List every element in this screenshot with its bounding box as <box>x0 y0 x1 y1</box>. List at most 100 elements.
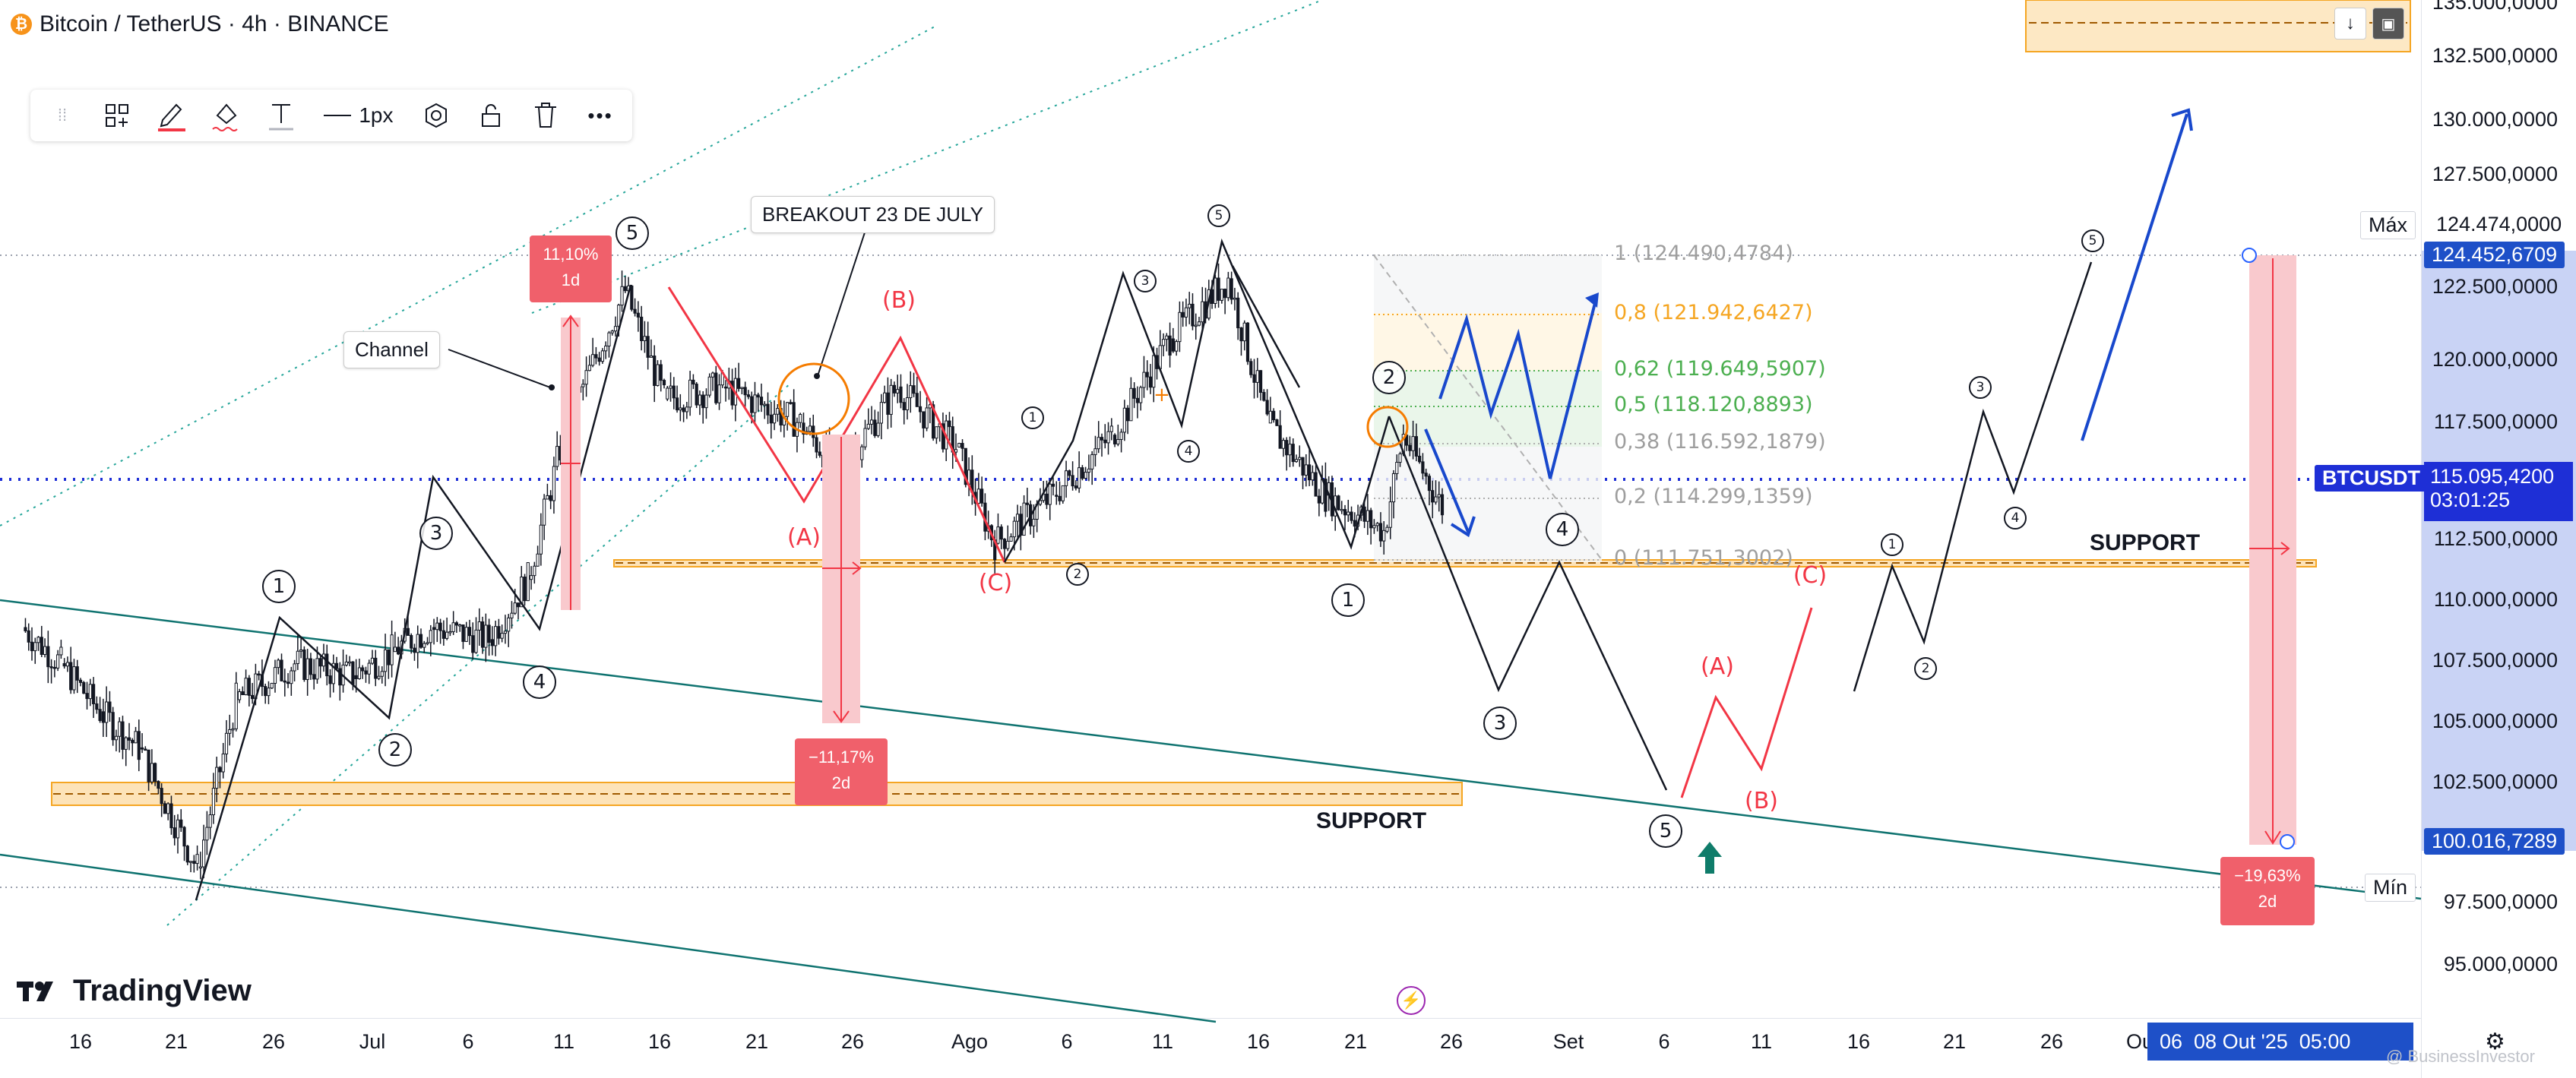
candle-body <box>1012 520 1016 538</box>
price-label: 105.000,0000 <box>2432 710 2558 732</box>
date-label: 21 <box>1343 1030 1368 1053</box>
symbol-header[interactable]: ₿ Bitcoin / TetherUS · 4h · BINANCE <box>11 6 389 43</box>
fib-label: 1 (124.490,4784) <box>1614 242 1793 265</box>
channel-upper <box>531 0 1323 314</box>
candle-body <box>1294 459 1299 463</box>
candle-body <box>1324 479 1328 512</box>
pencil-icon[interactable] <box>155 98 188 133</box>
support-label-lower: SUPPORT <box>1316 808 1427 834</box>
candle-body <box>620 286 624 306</box>
candle-body <box>1100 437 1104 441</box>
candle-body <box>1081 467 1084 479</box>
candle-body <box>1119 432 1123 440</box>
candle-body <box>458 624 462 627</box>
candle-body <box>1317 495 1321 504</box>
text-icon[interactable] <box>264 98 298 133</box>
candle-body <box>75 666 79 681</box>
measure-handle-top[interactable] <box>2242 248 2257 263</box>
candle-body <box>78 679 83 683</box>
candle-body <box>85 693 89 700</box>
date-label: Set <box>1552 1030 1584 1053</box>
candle-body <box>283 680 286 683</box>
candle-body <box>1340 509 1343 511</box>
candle-body <box>1126 407 1130 422</box>
drag-handle-icon[interactable]: ⁞⁞ <box>57 106 68 125</box>
watermark: @ BusinessInvestor <box>2386 1047 2535 1066</box>
more-icon[interactable]: ••• <box>587 103 613 127</box>
fill-icon[interactable] <box>210 98 243 133</box>
candle-body <box>1055 495 1059 497</box>
candle-body <box>43 646 47 655</box>
candle-body <box>543 498 546 526</box>
candle-body <box>883 392 887 403</box>
candle-body <box>1165 335 1169 340</box>
lightning-icon[interactable]: ⚡ <box>1397 986 1426 1015</box>
price-label: 110.000,0000 <box>2433 588 2558 611</box>
candle-body <box>698 394 702 406</box>
date-label: 21 <box>1942 1030 1967 1053</box>
candle-body <box>1129 387 1133 422</box>
price-label: 102.500,0000 <box>2432 770 2558 793</box>
candle-body <box>24 627 27 631</box>
trash-icon[interactable] <box>529 98 562 133</box>
camera-icon[interactable]: ▣ <box>2372 8 2404 40</box>
wave-label: 5 <box>616 217 649 250</box>
candle-body <box>1078 467 1081 488</box>
candle-body <box>533 565 536 577</box>
line-style-icon[interactable]: 1px <box>318 98 398 133</box>
projection-abc-2 <box>1680 607 1813 798</box>
candle-body <box>241 691 245 695</box>
candle-body <box>448 631 452 634</box>
candle-body <box>91 684 96 704</box>
time-axis-divider <box>0 1018 2421 1019</box>
candle-body <box>1015 514 1020 522</box>
candle-body <box>127 737 131 741</box>
candle-body <box>750 396 754 413</box>
templates-icon[interactable] <box>100 98 134 133</box>
candle-body <box>474 629 478 653</box>
candle-body <box>759 397 764 406</box>
lock-icon[interactable] <box>474 98 508 133</box>
arrow-down-icon[interactable]: ↓ <box>2334 8 2366 40</box>
candle-body <box>613 326 618 332</box>
candle-body <box>140 747 144 750</box>
candle-body <box>338 668 342 686</box>
measure-axis-highlight <box>2421 251 2576 851</box>
wave-label: 1 <box>1881 533 1904 556</box>
candle-body <box>869 419 874 425</box>
candle-body <box>95 703 99 710</box>
candle-body <box>520 577 524 608</box>
candle-body <box>451 622 455 632</box>
min-tag: Mín <box>2365 874 2416 902</box>
wave-label: 5 <box>1649 814 1682 848</box>
candle-body <box>980 488 984 504</box>
settings-icon[interactable] <box>419 98 453 133</box>
measure-handle-bottom[interactable] <box>2280 834 2295 849</box>
candle-body <box>101 711 105 723</box>
candle-body <box>315 658 319 680</box>
candle-body <box>234 682 238 729</box>
tradingview-brand[interactable]: TradingView <box>17 974 252 1008</box>
candle-body <box>513 602 517 614</box>
candle-body <box>672 385 676 399</box>
candle-body <box>33 642 37 652</box>
candle-body <box>889 384 893 415</box>
candle-body <box>435 622 439 631</box>
date-label: 16 <box>1246 1030 1271 1053</box>
candle-body <box>1175 341 1179 352</box>
candle-body <box>490 639 494 646</box>
candle-body <box>597 357 601 362</box>
price-axis[interactable]: 135.000,0000 132.500,0000 130.000,0000 127.… <box>2421 0 2576 1078</box>
candle-body <box>1022 502 1026 536</box>
candle-body <box>1068 470 1071 476</box>
candle-body <box>59 646 63 656</box>
price-label: 135.000,0000 <box>2432 0 2558 14</box>
candle-body <box>640 316 644 341</box>
bitcoin-icon: ₿ <box>11 14 32 35</box>
candle-body <box>153 763 157 782</box>
projection-blue-arrowhead-1 <box>1585 292 1599 308</box>
candle-body <box>714 372 718 403</box>
settings-gear-icon[interactable]: ⚙ <box>2485 1029 2505 1054</box>
candle-body <box>591 354 595 366</box>
